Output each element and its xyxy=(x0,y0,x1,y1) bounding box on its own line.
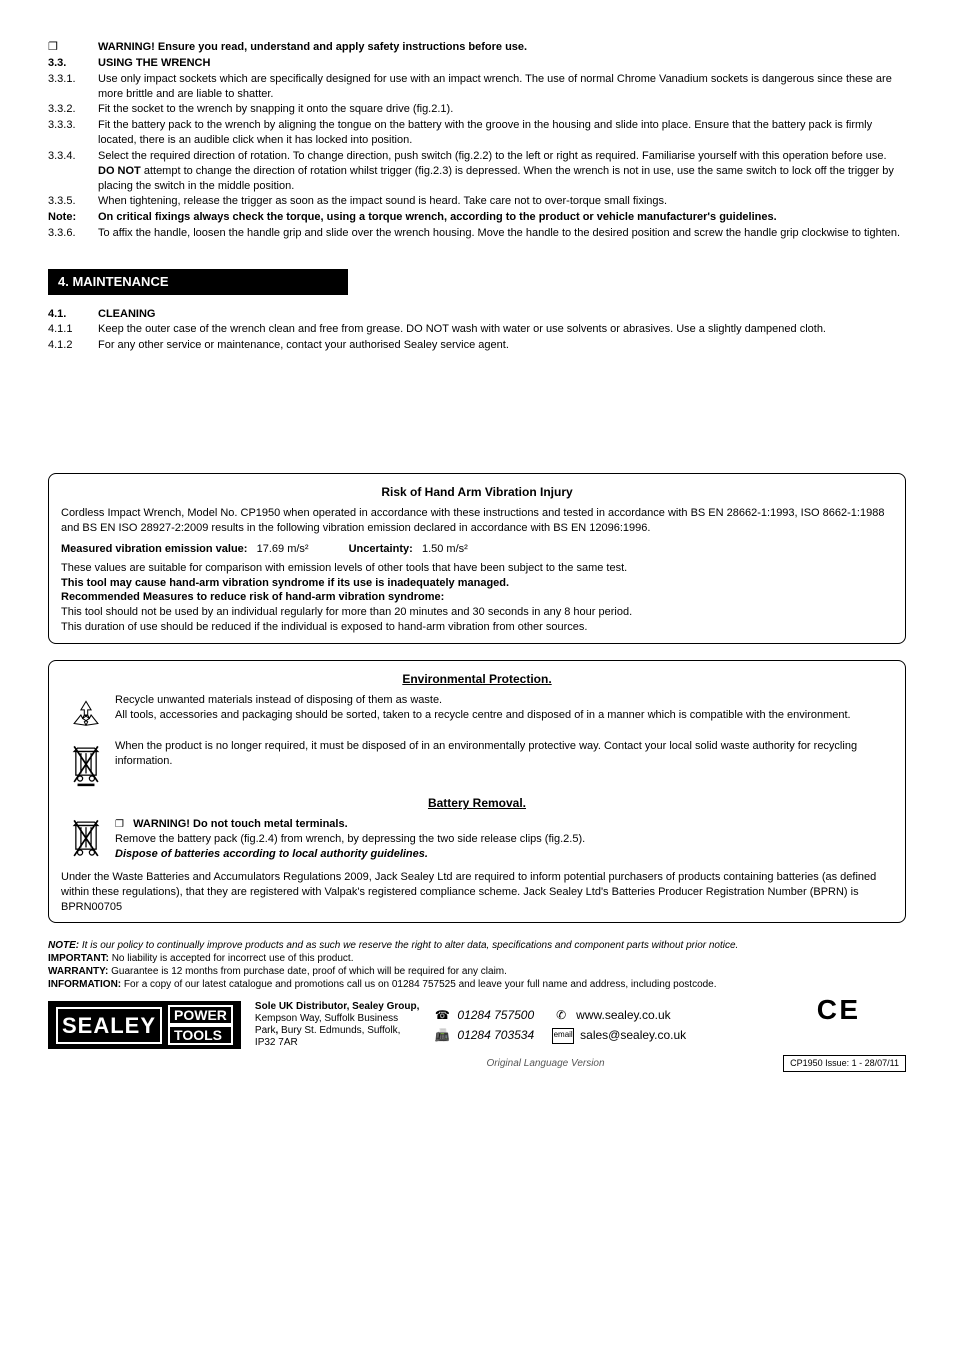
sealey-logo: SEALEY POWER TOOLS xyxy=(48,1001,241,1049)
section-33-num: 3.3. xyxy=(48,56,98,71)
maintenance-header-bar: 4. MAINTENANCE xyxy=(48,269,348,295)
env-row-1: Recycle unwanted materials instead of di… xyxy=(61,693,893,787)
issue-box: CP1950 Issue: 1 - 28/07/11 xyxy=(783,1055,906,1071)
phone-contact: ☎ 01284 757500 xyxy=(433,1007,534,1023)
email-icon: email xyxy=(552,1028,574,1044)
vibration-box: Risk of Hand Arm Vibration Injury Cordle… xyxy=(48,473,906,644)
distributor-address: Sole UK Distributor, Sealey Group, Kemps… xyxy=(255,1001,419,1049)
ce-mark-icon: C E xyxy=(817,991,858,1029)
env-row-2: ❐ WARNING! Do not touch metal terminals.… xyxy=(61,817,893,862)
warning-bullet: ❐ xyxy=(48,40,98,55)
section-41-title: CLEANING xyxy=(98,307,906,322)
env-title: Environmental Protection. xyxy=(61,671,893,687)
battery-regulation: Under the Waste Batteries and Accumulato… xyxy=(61,870,893,915)
item-335: 3.3.5. When tightening, release the trig… xyxy=(48,194,906,209)
item-331: 3.3.1. Use only impact sockets which are… xyxy=(48,72,906,102)
battery-removal-title: Battery Removal. xyxy=(61,795,893,811)
web-icon: ✆ xyxy=(552,1008,570,1022)
item-411: 4.1.1 Keep the outer case of the wrench … xyxy=(48,322,906,337)
phone-icon: ☎ xyxy=(433,1008,451,1022)
note-block: NOTE: It is our policy to continually im… xyxy=(48,939,906,991)
recycle-weee-icons xyxy=(61,693,111,787)
section-33-header: 3.3. USING THE WRENCH xyxy=(48,56,906,71)
item-336: 3.3.6. To affix the handle, loosen the h… xyxy=(48,226,906,241)
item-334: 3.3.4. Select the required direction of … xyxy=(48,149,906,194)
recycle-icon xyxy=(69,693,103,737)
battery-weee-icon-col xyxy=(61,817,111,862)
item-note: Note: On critical fixings always check t… xyxy=(48,210,906,225)
section-41-num: 4.1. xyxy=(48,307,98,322)
warning-text: WARNING! Ensure you read, understand and… xyxy=(98,40,906,55)
email-contact: email sales@sealey.co.uk xyxy=(552,1027,686,1043)
web-contact: ✆ www.sealey.co.uk xyxy=(552,1007,686,1023)
contacts-grid: ☎ 01284 757500 ✆ www.sealey.co.uk 📠 0128… xyxy=(433,1007,686,1043)
sealey-logo-text: SEALEY xyxy=(56,1007,162,1045)
vibration-p1: Cordless Impact Wrench, Model No. CP1950… xyxy=(61,506,893,536)
power-tools-logo: POWER TOOLS xyxy=(168,1005,233,1045)
fax-icon: 📠 xyxy=(433,1029,451,1043)
note-ce-wrap: NOTE: It is our policy to continually im… xyxy=(48,939,906,991)
section-33-title: USING THE WRENCH xyxy=(98,56,906,71)
warning-row: ❐ WARNING! Ensure you read, understand a… xyxy=(48,40,906,55)
item-333: 3.3.3. Fit the battery pack to the wrenc… xyxy=(48,118,906,148)
measurement-row: Measured vibration emission value: 17.69… xyxy=(61,542,893,557)
item-332: 3.3.2. Fit the socket to the wrench by s… xyxy=(48,102,906,117)
footer-bar: SEALEY POWER TOOLS Sole UK Distributor, … xyxy=(48,1001,906,1049)
weee-battery-icon xyxy=(69,817,103,861)
bottom-line: Original Language Version CP1950 Issue: … xyxy=(48,1055,906,1071)
item-412: 4.1.2 For any other service or maintenan… xyxy=(48,338,906,353)
fax-contact: 📠 01284 703534 xyxy=(433,1027,534,1043)
vibration-title: Risk of Hand Arm Vibration Injury xyxy=(61,484,893,500)
weee-bin-icon xyxy=(69,743,103,787)
section-41-header: 4.1. CLEANING xyxy=(48,307,906,322)
original-language-version: Original Language Version xyxy=(308,1057,783,1071)
environmental-box: Environmental Protection. Recycle unwant… xyxy=(48,660,906,923)
